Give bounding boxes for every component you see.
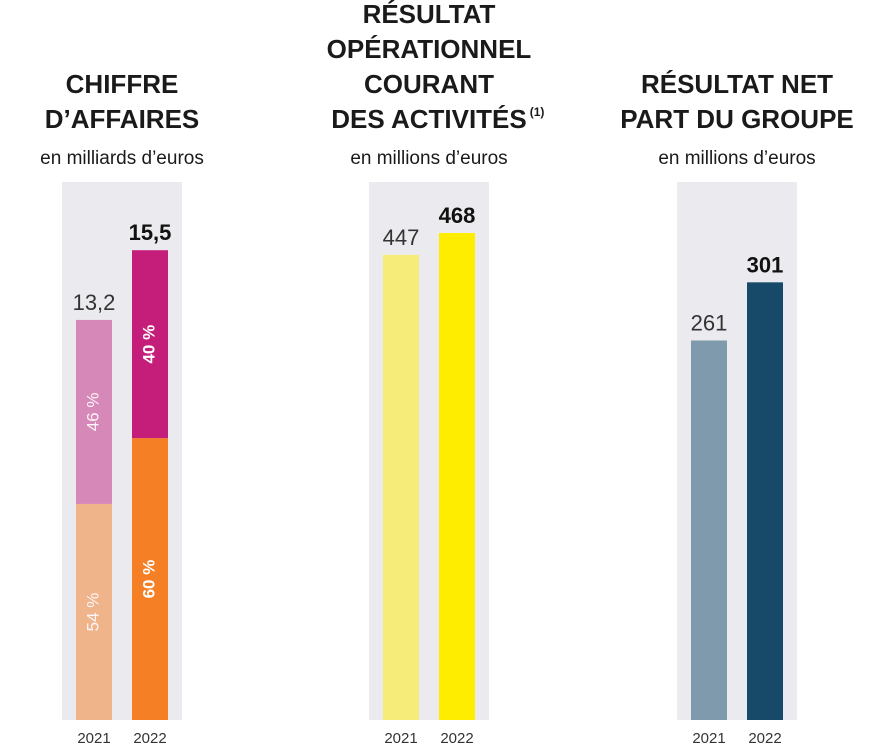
x-tick-label: 2021 [692, 730, 725, 747]
bar [383, 254, 419, 720]
segment-label: 40 % [139, 325, 158, 364]
bar-segment [132, 438, 168, 720]
segment-label: 54 % [83, 593, 102, 632]
bar [691, 340, 727, 720]
chart-title: CHIFFRE [66, 69, 179, 99]
bar [439, 232, 475, 720]
chart-title: COURANT [364, 69, 494, 99]
bar-segment [76, 319, 112, 504]
bar [747, 282, 783, 720]
x-tick-label: 2022 [133, 730, 166, 747]
chart-title: DES ACTIVITÉS [331, 104, 527, 134]
segment-label: 60 % [139, 560, 158, 599]
chart-title: PART DU GROUPE [620, 104, 854, 134]
x-tick-label: 2021 [384, 730, 417, 747]
value-label: 447 [383, 225, 420, 250]
segment-label: 46 % [83, 393, 102, 432]
chart-title: D’AFFAIRES [45, 104, 200, 134]
value-label: 468 [439, 203, 476, 228]
chart-title: RÉSULTAT [363, 0, 496, 29]
x-tick-label: 2022 [440, 730, 473, 747]
x-tick-label: 2022 [748, 730, 781, 747]
chart-subtitle: en millions d’euros [350, 148, 507, 169]
chart-subtitle: en milliards d’euros [40, 148, 204, 169]
chart-title: OPÉRATIONNEL [327, 34, 532, 64]
bar-segment [132, 250, 168, 439]
value-label: 15,5 [129, 220, 172, 245]
value-label: 13,2 [73, 290, 116, 315]
value-label: 261 [691, 310, 728, 335]
x-tick-label: 2021 [77, 730, 110, 747]
value-label: 301 [747, 252, 784, 277]
title-note: (1) [530, 105, 545, 119]
bar-segment [76, 503, 112, 720]
chart-subtitle: en millions d’euros [658, 148, 815, 169]
chart-title: RÉSULTAT NET [641, 69, 833, 99]
